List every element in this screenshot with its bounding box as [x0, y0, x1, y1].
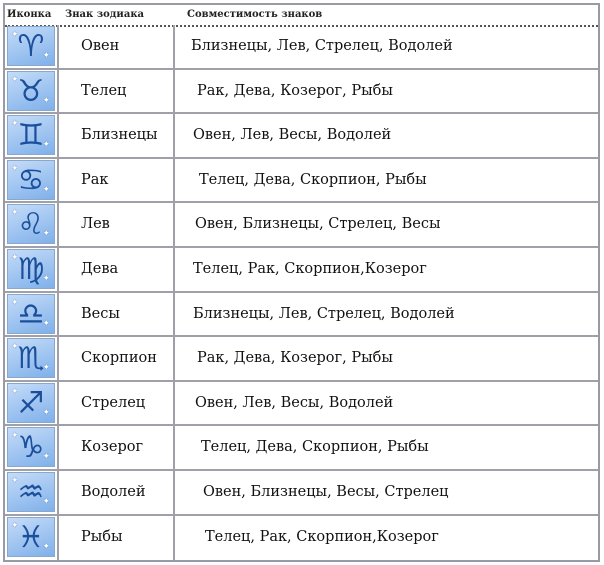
header-icon: Иконка	[7, 9, 52, 20]
table-header: Иконка Знак зодиака Совместимость знаков	[5, 5, 598, 27]
pisces-icon: ♓ ✦ ✦	[7, 516, 55, 557]
sign-name: Лев	[57, 203, 175, 246]
table-row: ♎ ✦ ✦ Весы Близнецы, Лев, Стрелец, Водолей	[5, 292, 598, 338]
header-compat: Совместимость знаков	[187, 9, 323, 20]
compatible-signs: Рак, Дева, Козерог, Рыбы	[197, 82, 393, 99]
compatible-signs: Овен, Близнецы, Весы, Стрелец	[203, 484, 449, 500]
table-row: ♉ ✦ ✦ Телец Рак, Дева, Козерог, Рыбы	[5, 69, 598, 115]
cancer-icon: ♋ ✦ ✦	[7, 159, 55, 200]
compatible-signs: Телец, Дева, Скорпион, Рыбы	[199, 171, 427, 188]
table-row: ♒ ✦ ✦ Водолей Овен, Близнецы, Весы, Стреле…	[5, 471, 598, 516]
sign-name: Водолей	[57, 471, 175, 514]
libra-icon: ♎ ✦ ✦	[7, 293, 55, 334]
sign-name: Рак	[57, 158, 175, 202]
header-sign: Знак зодиака	[65, 9, 145, 20]
table-row: ♋ ✦ ✦ Рак Телец, Дева, Скорпион, Рыбы	[5, 158, 598, 204]
compatible-signs: Овен, Близнецы, Стрелец, Весы	[195, 216, 441, 233]
capricorn-icon: ♑ ✦ ✦	[7, 427, 55, 468]
table-row: ♏ ✦ ✦ Скорпион Рак, Дева, Козерог, Рыбы	[5, 337, 598, 382]
sign-name: Рыбы	[57, 515, 175, 561]
table-row: ♓ ✦ ✦ Рыбы Телец, Рак, Скорпион,Козерог	[5, 515, 598, 561]
compatible-signs: Близнецы, Лев, Стрелец, Водолей	[191, 38, 453, 54]
sign-name: Овен	[57, 25, 175, 68]
sign-name: Телец	[57, 69, 175, 113]
compatible-signs: Телец, Рак, Скорпион,Козерог	[193, 261, 427, 277]
aries-icon: ♈ ✦ ✦	[7, 26, 55, 66]
table-row: ♑ ✦ ✦ Козерог Телец, Дева, Скорпион, Рыбы	[5, 426, 598, 471]
compatible-signs: Близнецы, Лев, Стрелец, Водолей	[193, 305, 455, 322]
aquarius-icon: ♒ ✦ ✦	[7, 472, 55, 512]
table-row: ♍ ✦ ✦ Дева Телец, Рак, Скорпион,Козерог	[5, 248, 598, 293]
compatible-signs: Овен, Лев, Весы, Водолей	[193, 127, 392, 144]
table-row: ♈ ✦ ✦ Овен Близнецы, Лев, Стрелец, Водолей	[5, 25, 598, 70]
compatible-signs: Телец, Рак, Скорпион,Козерог	[205, 528, 439, 545]
sign-name: Весы	[57, 292, 175, 336]
scorpio-icon: ♏ ✦ ✦	[7, 338, 55, 379]
sagittarius-icon: ♐ ✦ ✦	[7, 382, 55, 423]
virgo-icon: ♍ ✦ ✦	[7, 249, 55, 289]
zodiac-compatibility-table: Иконка Знак зодиака Совместимость знаков…	[3, 3, 600, 562]
sign-name: Дева	[57, 248, 175, 291]
leo-icon: ♌ ✦ ✦	[7, 204, 55, 245]
sign-name: Скорпион	[57, 337, 175, 380]
table-row: ♌ ✦ ✦ Лев Овен, Близнецы, Стрелец, Весы	[5, 203, 598, 248]
sign-name: Стрелец	[57, 381, 175, 425]
compatible-signs: Телец, Дева, Скорпион, Рыбы	[201, 439, 429, 456]
sign-name: Козерог	[57, 426, 175, 469]
gemini-icon: ♊ ✦ ✦	[7, 115, 55, 156]
taurus-icon: ♉ ✦ ✦	[7, 70, 55, 111]
sign-name: Близнецы	[57, 114, 175, 157]
table-row: ♊ ✦ ✦ Близнецы Овен, Лев, Весы, Водолей	[5, 114, 598, 159]
table-row: ♐ ✦ ✦ Стрелец Овен, Лев, Весы, Водолей	[5, 381, 598, 427]
compatible-signs: Рак, Дева, Козерог, Рыбы	[197, 350, 393, 367]
compatible-signs: Овен, Лев, Весы, Водолей	[195, 394, 394, 411]
